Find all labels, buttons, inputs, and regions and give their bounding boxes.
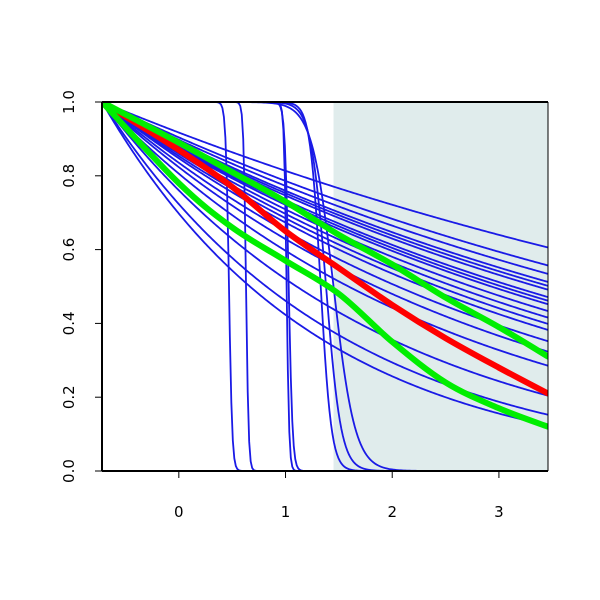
blue-curve-0 [102,102,548,249]
x-tick-label-3: 3 [494,503,504,521]
blue-curve-18 [102,102,548,427]
x-tick-label-0: 0 [174,503,184,521]
blue-curve-12 [102,102,548,331]
y-tick-label-4: 0.8 [60,164,78,188]
blue-curve-1 [102,102,548,267]
blue-curve-10 [102,102,548,319]
y-tick-label-2: 0.4 [60,311,78,335]
red-series-line-0 [102,102,548,397]
y-tick-label-1: 0.2 [60,385,78,409]
x-tick-label-2: 2 [387,503,397,521]
blue-drop-curve-4 [102,102,548,471]
x-tick-label-1: 1 [281,503,291,521]
y-tick-label-0: 0.0 [60,459,78,483]
y-tick-label-3: 0.6 [60,238,78,262]
blue-drop-curve-5 [102,102,548,471]
curves-layer [102,102,548,471]
y-tick-label-5: 1.0 [60,90,78,114]
blue-drop-curve-6 [102,102,548,471]
blue-curve-16 [102,102,548,397]
green-series-line-2 [102,102,548,430]
axes-layer: 0 1 2 3 0.0 0.2 0.4 0.6 0.8 1.0 [60,90,549,521]
blue-curve-11 [102,102,548,325]
green-series-line-1 [102,102,548,360]
